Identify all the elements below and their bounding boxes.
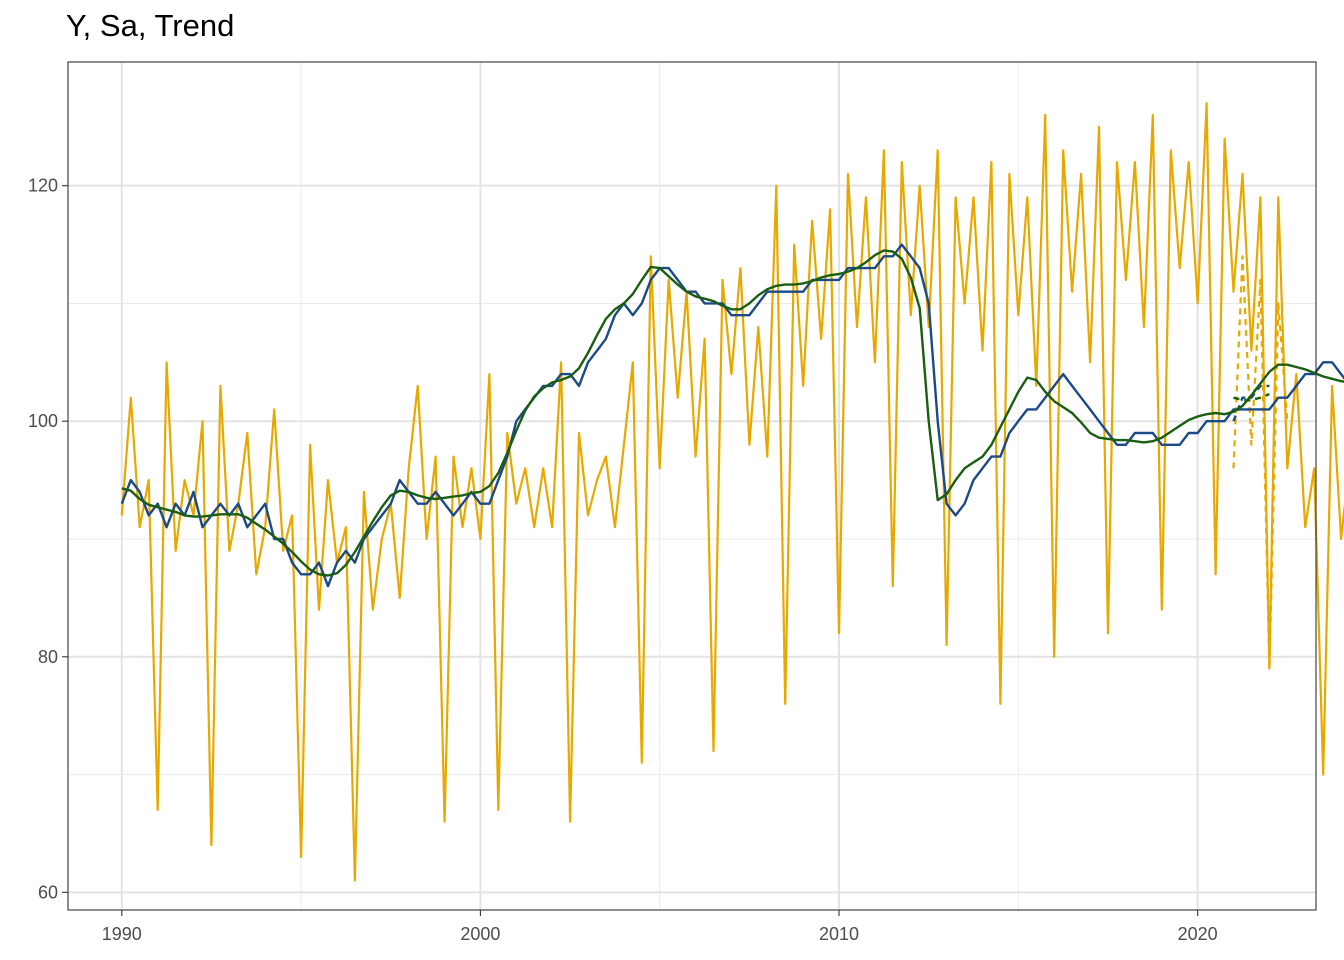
y-tick-label: 100 [28,411,58,431]
series-line-y-forecast [1232,255,1289,670]
x-tick-label: 2000 [460,924,500,944]
x-tick-label: 2010 [819,924,859,944]
series-line-y [120,102,1344,882]
series-layer [120,102,1344,882]
grid-layer [68,62,1316,910]
x-tick-label: 2020 [1178,924,1218,944]
panel-border [67,61,1317,911]
y-tick-label: 120 [28,176,58,196]
axis-layer: 1990 2000 2010 2020 60 80 100 120 [28,176,1218,944]
y-tick-label: 60 [38,882,58,902]
y-tick-label: 80 [38,647,58,667]
x-tick-label: 1990 [102,924,142,944]
series-line-trend [121,249,1344,577]
series-line-sa-forecast [1232,384,1270,422]
chart-title: Y, Sa, Trend [66,8,235,43]
series-line-sa [120,243,1344,588]
